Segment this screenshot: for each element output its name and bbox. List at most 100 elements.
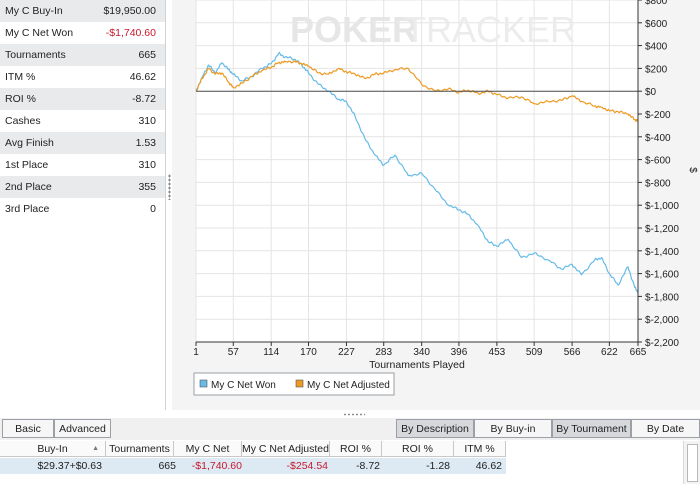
profit-graph: POKER TRACKER 1 57 114 170 227 283 340 396 453 50… bbox=[193, 0, 698, 396]
stat-value: 355 bbox=[138, 181, 156, 193]
stat-value: 1.53 bbox=[135, 137, 156, 149]
legend-swatch-net-adjusted bbox=[295, 379, 304, 388]
stats-panel: My C Buy-In $19,950.00 My C Net Won -$1,… bbox=[0, 0, 165, 410]
y-tick-label: $-2,000 bbox=[645, 315, 679, 326]
cell-roi: -8.72 bbox=[356, 460, 380, 472]
x-tick-label: 509 bbox=[526, 347, 543, 358]
y-tick-label: $-1,600 bbox=[645, 270, 679, 281]
column-header-itm[interactable]: ITM % bbox=[454, 441, 506, 457]
sort-asc-icon: ▲ bbox=[92, 445, 99, 452]
stat-row-3rd-place: 3rd Place 0 bbox=[0, 198, 165, 220]
y-tick-label: $-1,800 bbox=[645, 292, 679, 303]
x-tick-label: 453 bbox=[489, 347, 506, 358]
x-tick-label: 396 bbox=[451, 347, 468, 358]
cell-tournaments: 665 bbox=[158, 460, 176, 472]
stat-label: 2nd Place bbox=[5, 181, 52, 193]
y-tick-label: $-1,000 bbox=[645, 201, 679, 212]
cell-itm: 46.62 bbox=[475, 460, 502, 472]
cell-roi-adjusted: -1.28 bbox=[426, 460, 450, 472]
results-table: Buy-In ▲ Tournaments My C Net Won My C N… bbox=[0, 441, 700, 484]
stat-value: -8.72 bbox=[132, 93, 156, 105]
basic-button[interactable]: Basic bbox=[2, 419, 54, 438]
stat-label: Cashes bbox=[5, 115, 41, 127]
x-tick-label: 1 bbox=[193, 347, 199, 358]
advanced-button[interactable]: Advanced bbox=[54, 419, 111, 438]
x-axis-title: Tournaments Played bbox=[369, 359, 465, 371]
stat-value: -$1,740.60 bbox=[105, 27, 156, 39]
table-scrollbar[interactable] bbox=[683, 441, 700, 484]
x-tick-label: 665 bbox=[630, 347, 647, 358]
stat-value: 665 bbox=[138, 49, 156, 61]
y-tick-label: $-600 bbox=[645, 156, 671, 167]
cell-net-adjusted: -$254.54 bbox=[286, 460, 328, 472]
stat-row-net-won: My C Net Won -$1,740.60 bbox=[0, 22, 165, 44]
table-row[interactable] bbox=[0, 458, 506, 474]
y-tick-label: $-1,200 bbox=[645, 224, 679, 235]
y-tick-label: $-800 bbox=[645, 178, 671, 189]
series-line-net-adjusted bbox=[195, 60, 639, 123]
legend-label-net-won: My C Net Won bbox=[211, 380, 276, 391]
horizontal-splitter-grip[interactable] bbox=[343, 413, 365, 416]
x-tick-label: 566 bbox=[564, 347, 581, 358]
x-tick-label: 227 bbox=[338, 347, 355, 358]
stat-label: My C Buy-In bbox=[5, 5, 63, 17]
column-header-net-adjusted[interactable]: My C Net Adjusted bbox=[242, 441, 330, 457]
stat-value: 0 bbox=[150, 203, 156, 215]
legend-swatch-net-won bbox=[199, 379, 208, 388]
stat-row-itm: ITM % 46.62 bbox=[0, 66, 165, 88]
stat-value: $19,950.00 bbox=[103, 5, 156, 17]
stat-label: 3rd Place bbox=[5, 203, 50, 215]
watermark-tracker: TRACKER bbox=[404, 9, 576, 50]
by-date-button[interactable]: By Date bbox=[631, 419, 700, 438]
y-tick-label: $-200 bbox=[645, 110, 671, 121]
legend-label-net-adjusted: My C Net Adjusted bbox=[307, 380, 390, 391]
stat-row-1st-place: 1st Place 310 bbox=[0, 154, 165, 176]
stat-value: 310 bbox=[138, 159, 156, 171]
vertical-splitter-grip[interactable] bbox=[168, 174, 171, 200]
y-axis-title: $ bbox=[687, 167, 698, 173]
watermark-poker: POKER bbox=[290, 9, 418, 50]
y-tick-label: $400 bbox=[645, 42, 668, 53]
y-tick-label: $-2,200 bbox=[645, 338, 679, 349]
cell-net-won: -$1,740.60 bbox=[191, 460, 242, 472]
y-tick-label: $-400 bbox=[645, 133, 671, 144]
y-tick-label: $800 bbox=[645, 0, 668, 7]
y-tick-label: $-1,400 bbox=[645, 247, 679, 258]
column-header-buyin[interactable]: Buy-In ▲ bbox=[0, 441, 106, 457]
x-tick-label: 340 bbox=[413, 347, 430, 358]
y-tick-label: $0 bbox=[645, 87, 657, 98]
report-toolbar: Basic Advanced By Description By Buy-in … bbox=[0, 418, 700, 440]
stat-label: Tournaments bbox=[5, 49, 66, 61]
stat-row-2nd-place: 2nd Place 355 bbox=[0, 176, 165, 198]
column-header-label: Buy-In bbox=[37, 443, 68, 455]
by-buyin-button[interactable]: By Buy-in bbox=[474, 419, 552, 438]
stat-label: 1st Place bbox=[5, 159, 49, 171]
stat-row-avg-finish: Avg Finish 1.53 bbox=[0, 132, 165, 154]
by-tournament-button[interactable]: By Tournament bbox=[552, 419, 631, 438]
x-tick-label: 622 bbox=[601, 347, 618, 358]
stat-row-roi: ROI % -8.72 bbox=[0, 88, 165, 110]
y-tick-label: $200 bbox=[645, 64, 668, 75]
stat-row-cashes: Cashes 310 bbox=[0, 110, 165, 132]
stat-label: ROI % bbox=[5, 93, 36, 105]
x-tick-label: 170 bbox=[300, 347, 317, 358]
scrollbar-thumb[interactable] bbox=[687, 444, 698, 482]
plot-background bbox=[196, 0, 638, 342]
stat-row-tournaments: Tournaments 665 bbox=[0, 44, 165, 66]
column-header-roi[interactable]: ROI % bbox=[330, 441, 382, 457]
column-header-net-won[interactable]: My C Net Won bbox=[174, 441, 242, 471]
by-description-button[interactable]: By Description bbox=[396, 419, 474, 438]
stat-label: Avg Finish bbox=[5, 137, 54, 149]
stat-value: 46.62 bbox=[129, 71, 156, 83]
panel-divider bbox=[165, 0, 166, 410]
stat-label: ITM % bbox=[5, 71, 36, 83]
column-header-roi-adjusted[interactable]: ROI % Adjusted bbox=[382, 441, 454, 471]
column-header-tournaments[interactable]: Tournaments bbox=[106, 441, 174, 457]
stat-row-buyin: My C Buy-In $19,950.00 bbox=[0, 0, 165, 22]
x-tick-label: 283 bbox=[375, 347, 392, 358]
legend bbox=[193, 372, 395, 396]
x-tick-label: 57 bbox=[228, 347, 240, 358]
stat-value: 310 bbox=[138, 115, 156, 127]
graph-panel: POKER TRACKER 1 57 114 170 227 283 340 396 453 50… bbox=[172, 0, 700, 410]
x-tick-label: 114 bbox=[263, 347, 279, 358]
